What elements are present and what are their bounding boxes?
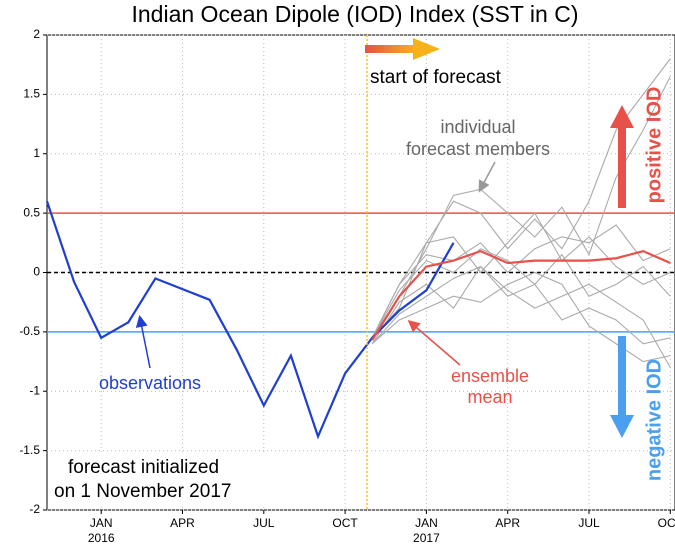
legend-label: observations [99,373,201,393]
y-tick-label: -1 [29,383,40,397]
forecast-arrow-shaft [365,45,415,53]
member-line [371,224,671,339]
annotation: forecast members [406,139,550,159]
series-line [45,200,455,440]
series-line [371,249,671,341]
y-tick-label: -1.5 [19,443,40,457]
x-tick-label: JUL [578,516,600,530]
member-line [371,248,671,339]
y-tick-label: 1.5 [23,87,40,101]
y-tick-label: 0.5 [23,205,40,219]
y-tick-label: -2 [29,502,40,516]
x-tick-label: JUL [253,516,275,530]
annotation: individual [440,117,515,137]
annotation: negative IOD [643,359,665,481]
x-tick-label: APR [495,516,520,530]
annotation-arrow [478,161,496,193]
x-tick-label: JAN 2016 [88,516,115,544]
member-line [371,212,671,339]
annotation-arrow [407,320,461,366]
y-tick-label: 1 [33,146,40,160]
forecast-arrow-head [413,38,440,60]
x-tick-label: APR [170,516,195,530]
annotation-arrow [135,315,151,369]
y-tick-label: 0 [33,265,40,279]
y-tick-label: -0.5 [19,324,40,338]
annotation: on 1 November 2017 [54,481,231,502]
positive-arrow-head [610,105,634,128]
annotation: positive IOD [643,87,665,204]
negative-arrow-shaft [618,336,626,418]
x-tick-label: JAN 2017 [413,516,440,544]
annotation: start of forecast [370,67,502,88]
x-tick-label: OCT [658,516,675,530]
member-line [371,265,671,345]
member-line [371,265,671,368]
note-box [48,453,273,505]
negative-arrow-head [610,415,634,438]
y-tick-label: 2 [33,27,40,41]
annotation: mean [467,387,512,407]
x-tick-label: OCT [332,516,358,530]
plot-area: -2 -1.5 -1 -0.5 0 0.5 1 1.5 2 JAN 2016 APR JUL OCT JAN… [19,27,675,544]
chart-title: Indian Ocean Dipole (IOD) Index (SST in … [132,1,579,27]
annotation: ensemble [451,366,529,386]
annotation: forecast initialized [68,457,219,478]
positive-arrow-shaft [618,126,626,208]
